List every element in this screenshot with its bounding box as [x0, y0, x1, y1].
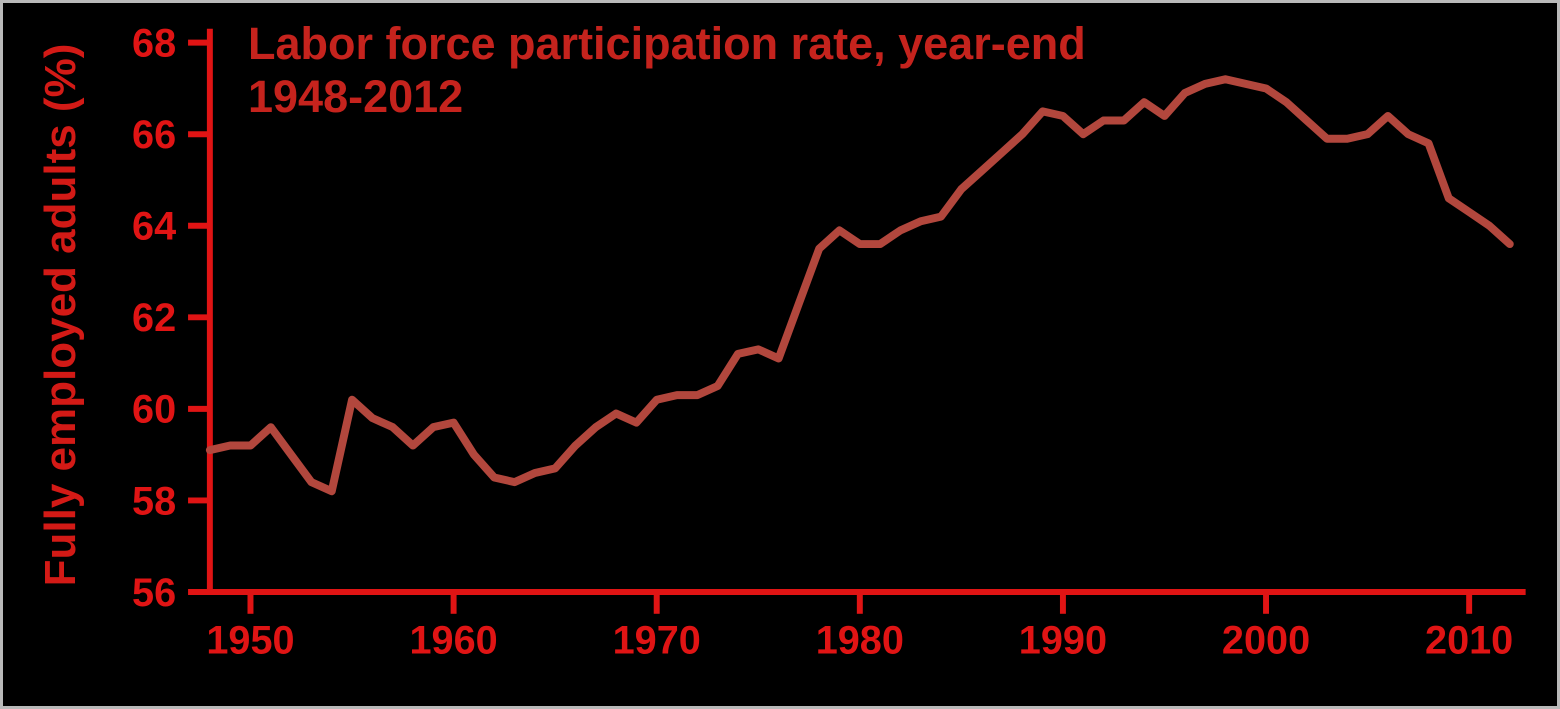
y-tick-label: 58	[132, 479, 176, 523]
x-tick-label: 1990	[1019, 618, 1107, 662]
y-tick-label: 66	[132, 113, 176, 157]
x-tick-label: 2000	[1222, 618, 1310, 662]
chart-title-line2: 1948-2012	[248, 71, 464, 123]
chart-title-line1: Labor force participation rate, year-end	[248, 18, 1086, 69]
data-line-participation-rate	[205, 75, 1514, 496]
line-chart-canvas: 56 58 60 62 64 66 68 1950 1960 1970 1980 1990 2000 20…	[132, 22, 1526, 662]
x-tick-label: 1980	[816, 618, 904, 662]
x-tick-label: 1960	[409, 618, 497, 662]
y-tick-label: 62	[132, 296, 176, 340]
chart-title: Labor force participation rate, year-end…	[248, 17, 1086, 123]
y-tick-label: 68	[132, 22, 176, 66]
y-tick-label: 60	[132, 388, 176, 432]
y-axis-label: Fully employed adults (%)	[36, 43, 85, 587]
x-tick-label: 1970	[613, 618, 701, 662]
y-tick-label: 56	[132, 571, 176, 615]
x-tick-label: 1950	[206, 618, 294, 662]
y-tick-label: 64	[132, 205, 176, 249]
x-tick-label: 2010	[1425, 618, 1513, 662]
